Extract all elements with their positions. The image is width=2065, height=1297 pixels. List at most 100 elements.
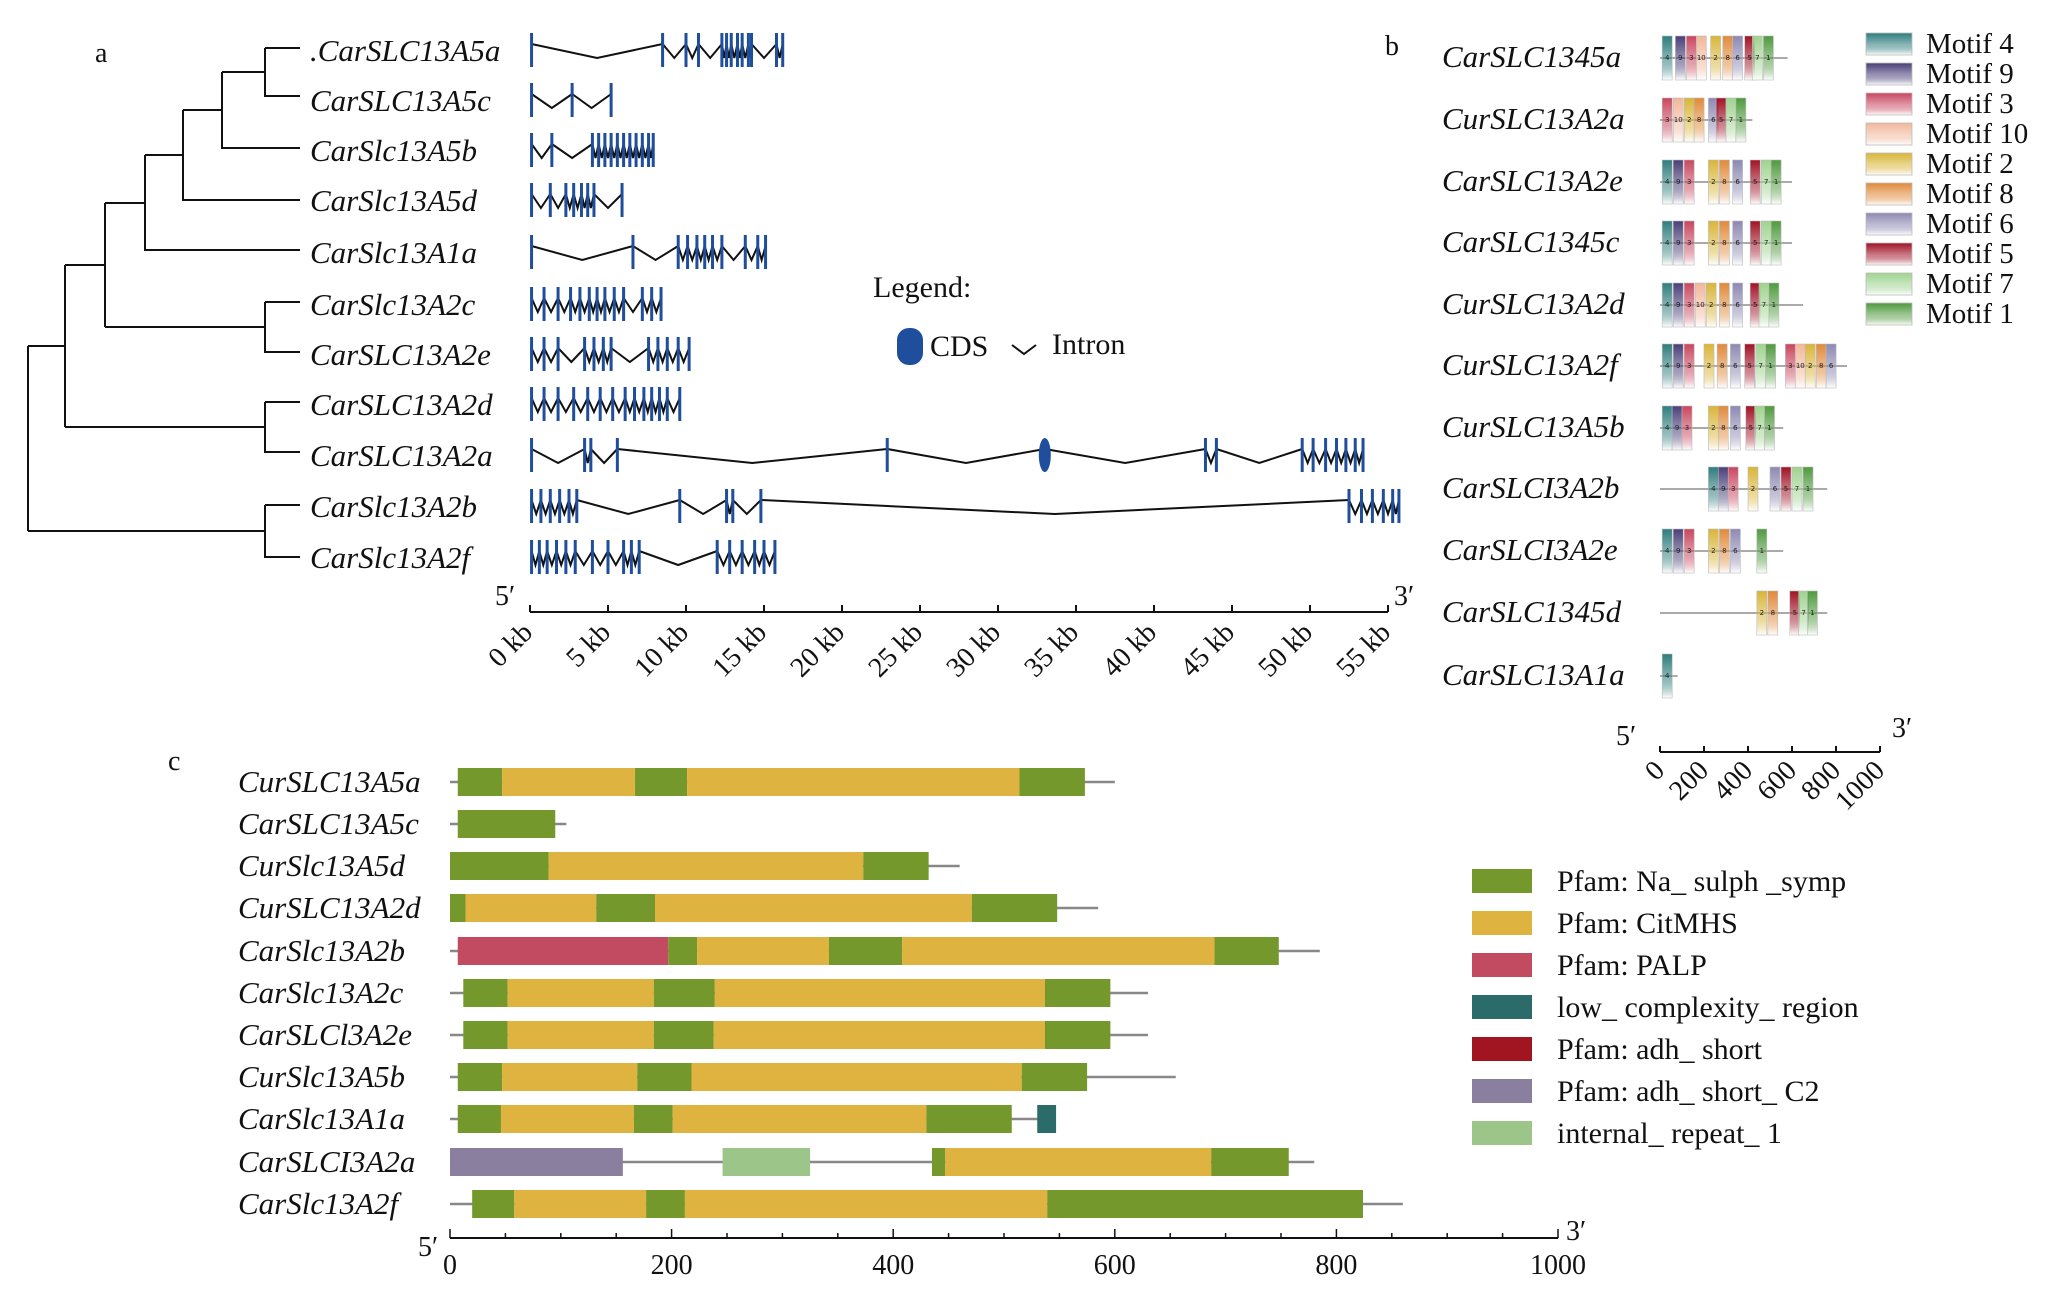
- cds-exon: [592, 337, 596, 371]
- intron-line: [633, 397, 645, 416]
- intron-line: [549, 193, 567, 211]
- cds-exon: [773, 540, 777, 574]
- cds-exon: [774, 33, 778, 67]
- gene-name: .CarSLC13A5a: [310, 33, 500, 68]
- cds-exon: [530, 83, 534, 117]
- cds-exon: [665, 387, 669, 421]
- cds-exon: [1311, 438, 1315, 472]
- cds-exon: [1324, 438, 1328, 472]
- domain-box: [931, 1148, 946, 1176]
- cds-exon: [678, 489, 682, 523]
- cds-exon: [556, 387, 560, 421]
- motif-number: 9: [1676, 362, 1680, 370]
- motif-number: 2: [1711, 178, 1715, 186]
- cds-exon: [684, 33, 688, 67]
- cds-exon: [597, 133, 601, 167]
- domain-box: [463, 1021, 508, 1049]
- intron-line: [1371, 499, 1385, 517]
- intron-line: [1324, 448, 1338, 466]
- cds-exon: [640, 133, 644, 167]
- intron-line: [711, 245, 723, 264]
- domain-box: [502, 768, 636, 796]
- domain-box: [507, 979, 654, 1007]
- three-prime-label: 3′: [1566, 1216, 1586, 1247]
- motif-box: [1791, 466, 1803, 512]
- cds-exon: [656, 337, 660, 371]
- intron-line: [622, 297, 644, 314]
- domain-box: [450, 852, 549, 880]
- cds-exon: [1214, 438, 1218, 472]
- cds-exon: [575, 489, 579, 523]
- motif-box: [1768, 282, 1780, 328]
- cds-exon: [572, 387, 576, 421]
- gene-name: CarSlc13A5d: [310, 183, 478, 218]
- cds-exon: [530, 438, 534, 472]
- domain-box: [654, 894, 972, 922]
- cds-exon: [731, 489, 735, 523]
- motif-box: [1764, 405, 1775, 451]
- motif-box: [1675, 35, 1686, 81]
- motif-number: 8: [1722, 547, 1726, 555]
- motif-box: [1708, 220, 1719, 266]
- domain-box: [465, 894, 597, 922]
- intron-line: [1360, 499, 1374, 517]
- motif-number: 1: [1739, 116, 1743, 124]
- gene-structure: [530, 337, 691, 371]
- motif-number: 3: [1687, 178, 1691, 186]
- motif-box: [1732, 220, 1743, 266]
- motif-number: 3: [1687, 547, 1691, 555]
- gene-structure: [530, 133, 655, 167]
- domain-box: [714, 979, 1045, 1007]
- cds-exon: [743, 235, 747, 269]
- cds-exon: [696, 33, 700, 67]
- axis-tick-label: 40 kb: [1096, 617, 1162, 683]
- cds-exon: [665, 337, 669, 371]
- motif-box: [1749, 159, 1761, 205]
- motif-number: 8: [1720, 362, 1724, 370]
- motif-legend-label: Motif 10: [1926, 118, 2028, 150]
- cds-exon: [569, 287, 573, 321]
- cds-exon: [592, 183, 596, 217]
- cds-exon: [885, 438, 889, 472]
- axis-tick-label: 600: [1094, 1250, 1136, 1281]
- gene-name: CarSlc13A5b: [310, 133, 477, 168]
- domain-box: [646, 1190, 685, 1218]
- cds-exon: [542, 287, 546, 321]
- axis-tick-label: 400: [872, 1250, 914, 1281]
- cds-exon: [1344, 438, 1348, 472]
- motif-tracks: 4 9 3 10 2 8 6 5 7 13 10 2 8 6 5 7 14 9 3 2 8 6 5 7 14 9 3 2 8 6 5 7 14 9…: [1660, 35, 1847, 699]
- cds-exon: [595, 287, 599, 321]
- intron-line: [661, 43, 687, 60]
- motif-box: [1767, 590, 1779, 636]
- cds-exon: [537, 540, 541, 574]
- intron-line: [611, 397, 627, 415]
- cds-exon: [1370, 489, 1374, 523]
- protein-name: CarSLC13A1a: [1442, 657, 1625, 692]
- axis-tick-label: 600: [1751, 755, 1803, 807]
- intron-line: [760, 499, 1350, 516]
- motif-box: [1661, 97, 1673, 143]
- motif-number: 8: [1697, 116, 1701, 124]
- motif-number: 6: [1773, 485, 1778, 493]
- domain-box: [684, 1190, 1048, 1218]
- intron-line: [1312, 448, 1327, 466]
- axis-tick-label: 20 kb: [784, 617, 850, 683]
- cds-exon: [650, 387, 654, 421]
- protein-name: CarSlc13A2c: [238, 975, 404, 1010]
- intron-line: [656, 347, 669, 366]
- motif-legend-swatch: [1865, 242, 1913, 266]
- motif-number: 8: [1725, 54, 1729, 62]
- intron-line: [572, 397, 589, 415]
- domain-box: [596, 894, 655, 922]
- cds-exon: [1381, 489, 1385, 523]
- intron-line: [679, 499, 728, 516]
- intron-line: [716, 550, 731, 568]
- domain-box: [1021, 1063, 1088, 1091]
- protein-name: CarSLCI3A2e: [1442, 532, 1618, 567]
- motif-number: 7: [1762, 301, 1766, 309]
- five-prime-label: 5′: [418, 1232, 438, 1263]
- motif-number: 1: [1810, 609, 1814, 617]
- cds-exon: [539, 489, 543, 523]
- cds-exon: [676, 235, 680, 269]
- intron-line: [744, 245, 759, 263]
